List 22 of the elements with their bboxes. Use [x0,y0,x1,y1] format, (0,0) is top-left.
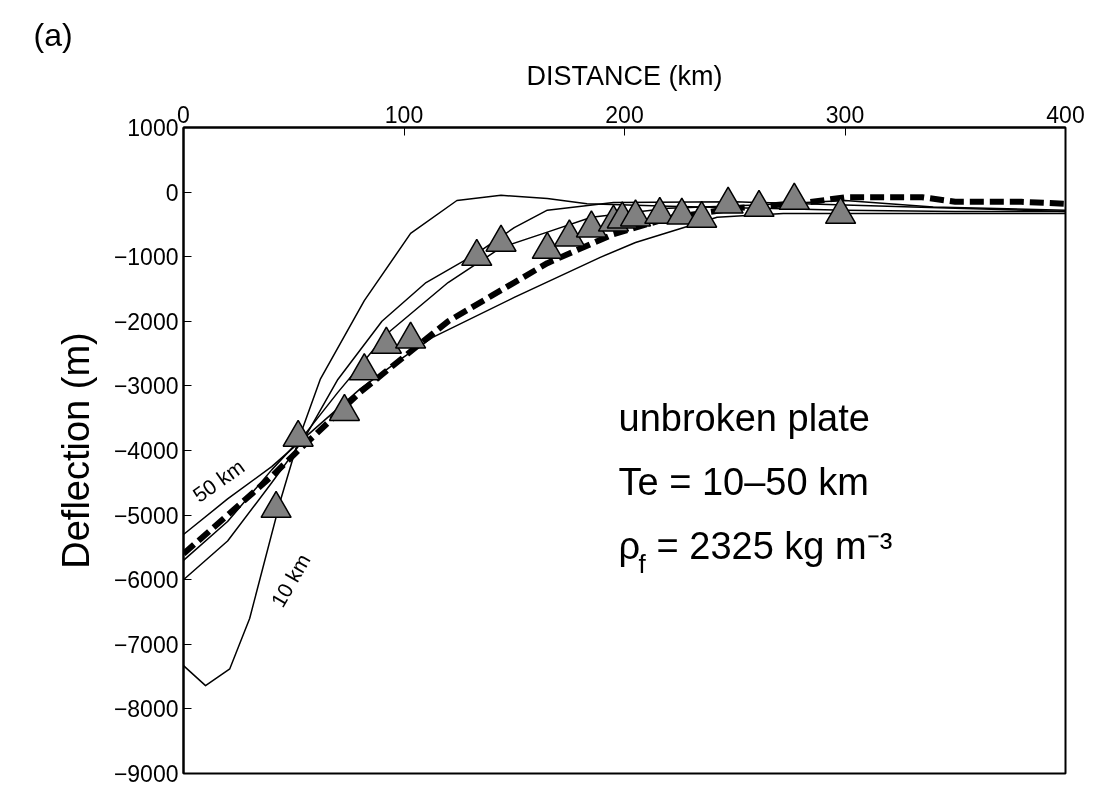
y-tick-label: −7000 [113,631,179,658]
x-tick-label: 400 [1046,101,1085,128]
chart-title: (a) [33,16,73,53]
x-tick-label: 200 [605,101,644,128]
y-tick-label: 0 [165,179,179,206]
y-tick-label: −5000 [113,502,179,529]
y-tick-label: −2000 [113,308,179,335]
y-tick-label: −8000 [113,696,179,723]
annotation: unbroken plate [618,396,870,439]
x-axis-title: DISTANCE (km) [526,60,723,91]
y-axis-title: Deflection (m) [54,332,97,569]
y-tick-label: −6000 [113,567,179,594]
y-tick-label: −9000 [113,761,179,787]
y-tick-label: −4000 [113,438,179,464]
annotation: 10 km [266,549,315,612]
x-tick-label: 300 [825,101,865,128]
y-tick-label: −1000 [113,244,179,271]
x-tick-label: 100 [384,101,424,128]
y-tick-label: 1000 [127,115,179,141]
annotation: 50 km [188,454,249,507]
y-tick-label: −3000 [113,373,179,400]
annotation: Te = 10–50 km [618,460,869,503]
